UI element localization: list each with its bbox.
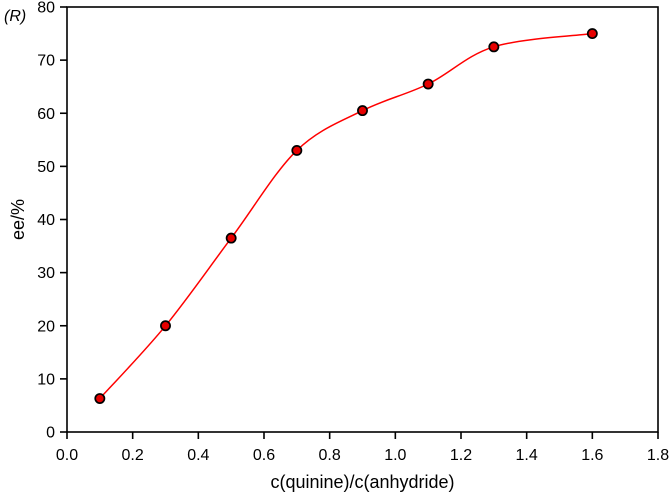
- y-tick-label: 60: [37, 106, 55, 123]
- y-tick-label: 40: [37, 212, 55, 229]
- y-tick-label: 0: [46, 425, 55, 442]
- plot-frame: [66, 6, 659, 433]
- y-tick-label: 70: [37, 53, 55, 70]
- y-axis: 0 10 20 30 40 50 60 70 80: [37, 0, 67, 442]
- x-tick-label: 1.4: [516, 447, 538, 464]
- x-tick-label: 0.6: [253, 447, 275, 464]
- data-point: [357, 105, 368, 117]
- data-point: [160, 320, 171, 332]
- data-point: [586, 28, 598, 40]
- data-point: [225, 232, 237, 244]
- y-tick-label: 10: [37, 371, 55, 388]
- y-tick-label: 50: [37, 159, 55, 176]
- y-tick-label: 80: [37, 0, 55, 17]
- data-points: [94, 28, 598, 404]
- plot-area: 0 10 20 30 40 50 60 70 80 0.0 0.2 0.4 0.6 0.8 1.0 1.2 1.…: [8, 0, 669, 492]
- x-tick-label: 1.6: [581, 447, 603, 464]
- corner-label: (R): [4, 8, 26, 25]
- x-tick-label: 0.8: [319, 447, 341, 464]
- x-tick-label: 1.2: [450, 447, 472, 464]
- data-point: [422, 78, 434, 90]
- x-axis-title: c(quinine)/c(anhydride): [270, 472, 454, 492]
- x-tick-label: 1.8: [647, 447, 669, 464]
- x-tick-label: 1.0: [384, 447, 406, 464]
- data-point: [488, 41, 500, 53]
- x-tick-label: 0.4: [187, 447, 209, 464]
- y-tick-label: 30: [37, 265, 55, 282]
- y-axis-title: ee/%: [8, 199, 28, 240]
- x-axis: 0.0 0.2 0.4 0.6 0.8 1.0 1.2 1.4 1.6 1.8: [56, 432, 669, 464]
- y-tick-label: 20: [37, 318, 55, 335]
- data-line: [99, 32, 593, 400]
- data-point: [291, 144, 303, 156]
- x-tick-label: 0.2: [122, 447, 144, 464]
- data-point: [94, 393, 106, 404]
- x-tick-label: 0.0: [56, 447, 78, 464]
